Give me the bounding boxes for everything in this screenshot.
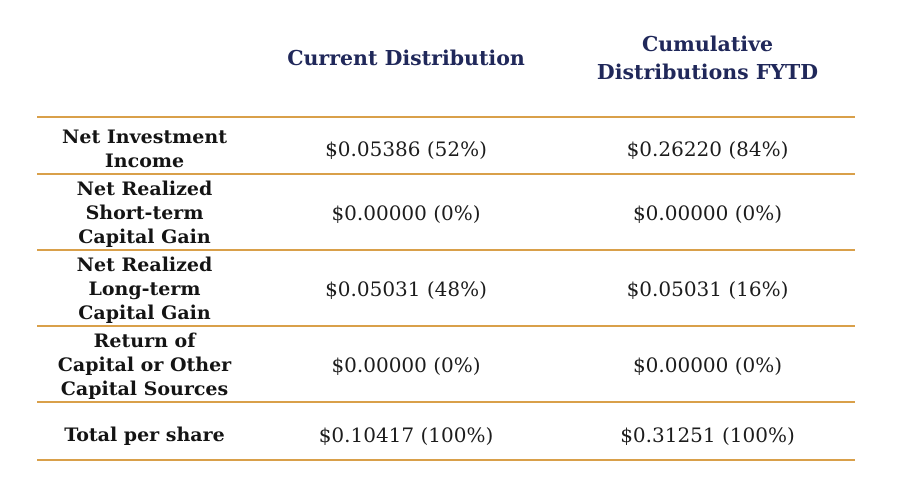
row-label: Total per share xyxy=(37,403,252,461)
cumulative-value: $0.00000 (0%) xyxy=(560,327,855,403)
current-value: $0.00000 (0%) xyxy=(252,175,560,251)
row-label: Net Realized Long-term Capital Gain xyxy=(37,251,252,327)
row-label: Net Realized Short-term Capital Gain xyxy=(37,175,252,251)
header-empty-cell xyxy=(37,0,252,118)
row-label: Net Investment Income xyxy=(37,118,252,175)
cumulative-value: $0.00000 (0%) xyxy=(560,175,855,251)
current-value: $0.05386 (52%) xyxy=(252,118,560,175)
cumulative-value: $0.26220 (84%) xyxy=(560,118,855,175)
row-net-investment-income: Net Investment Income $0.05386 (52%) $0.… xyxy=(37,118,855,175)
current-value: $0.05031 (48%) xyxy=(252,251,560,327)
current-value: $0.00000 (0%) xyxy=(252,327,560,403)
cumulative-value: $0.05031 (16%) xyxy=(560,251,855,327)
row-return-of-capital-or-other-capital-sources: Return of Capital or Other Capital Sourc… xyxy=(37,327,855,403)
header-current-distribution: Current Distribution xyxy=(252,0,560,118)
distribution-table: Current Distribution Cumulative Distribu… xyxy=(37,0,855,461)
row-total-per-share: Total per share $0.10417 (100%) $0.31251… xyxy=(37,403,855,461)
row-label: Return of Capital or Other Capital Sourc… xyxy=(37,327,252,403)
header-cumulative-distributions-fytd: Cumulative Distributions FYTD xyxy=(560,0,855,118)
row-net-realized-short-term-capital-gain: Net Realized Short-term Capital Gain $0.… xyxy=(37,175,855,251)
current-value: $0.10417 (100%) xyxy=(252,403,560,461)
cumulative-value: $0.31251 (100%) xyxy=(560,403,855,461)
row-net-realized-long-term-capital-gain: Net Realized Long-term Capital Gain $0.0… xyxy=(37,251,855,327)
header-row: Current Distribution Cumulative Distribu… xyxy=(37,0,855,118)
